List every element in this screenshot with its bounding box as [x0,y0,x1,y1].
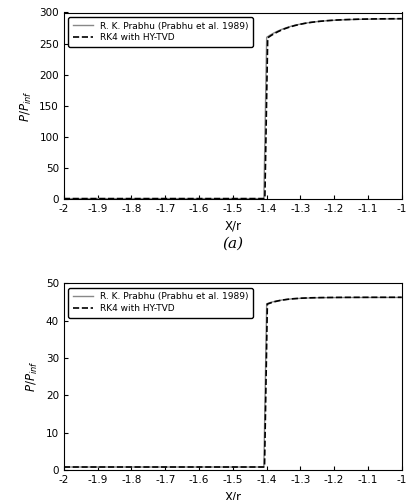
R. K. Prabhu (Prabhu et al. 1989) [281,297,286,303]
R. K. Prabhu (Prabhu et al. 1989) [264,40,269,46]
RK4 with HY-TVD [61,464,66,470]
R. K. Prabhu (Prabhu et al. 1989) [264,306,269,312]
X-axis label: X/r: X/r [224,220,241,232]
Legend: R. K. Prabhu (Prabhu et al. 1989), RK4 with HY-TVD: R. K. Prabhu (Prabhu et al. 1989), RK4 w… [68,17,253,47]
RK4 with HY-TVD [190,464,195,470]
Legend: R. K. Prabhu (Prabhu et al. 1989), RK4 with HY-TVD: R. K. Prabhu (Prabhu et al. 1989), RK4 w… [68,288,253,318]
Text: (a): (a) [222,236,243,250]
RK4 with HY-TVD [314,294,318,300]
RK4 with HY-TVD [61,196,66,202]
R. K. Prabhu (Prabhu et al. 1989) [314,295,318,301]
R. K. Prabhu (Prabhu et al. 1989) [339,294,344,300]
RK4 with HY-TVD [339,17,344,23]
R. K. Prabhu (Prabhu et al. 1989) [190,464,195,470]
Line: R. K. Prabhu (Prabhu et al. 1989): R. K. Prabhu (Prabhu et al. 1989) [64,19,402,199]
R. K. Prabhu (Prabhu et al. 1989) [399,294,404,300]
Line: RK4 with HY-TVD: RK4 with HY-TVD [64,298,402,467]
R. K. Prabhu (Prabhu et al. 1989) [61,464,66,470]
R. K. Prabhu (Prabhu et al. 1989) [123,196,128,202]
Y-axis label: $P/P_{inf}$: $P/P_{inf}$ [25,361,40,392]
R. K. Prabhu (Prabhu et al. 1989) [281,26,286,32]
RK4 with HY-TVD [123,464,128,470]
R. K. Prabhu (Prabhu et al. 1989) [123,464,128,470]
R. K. Prabhu (Prabhu et al. 1989) [314,18,318,24]
R. K. Prabhu (Prabhu et al. 1989) [399,16,404,22]
R. K. Prabhu (Prabhu et al. 1989) [61,196,66,202]
RK4 with HY-TVD [281,26,286,32]
RK4 with HY-TVD [190,196,195,202]
RK4 with HY-TVD [399,16,404,22]
RK4 with HY-TVD [264,101,269,107]
RK4 with HY-TVD [123,196,128,202]
RK4 with HY-TVD [399,294,404,300]
R. K. Prabhu (Prabhu et al. 1989) [190,196,195,202]
RK4 with HY-TVD [281,297,286,303]
RK4 with HY-TVD [314,18,318,24]
R. K. Prabhu (Prabhu et al. 1989) [339,17,344,23]
Line: RK4 with HY-TVD: RK4 with HY-TVD [64,18,402,199]
Line: R. K. Prabhu (Prabhu et al. 1989): R. K. Prabhu (Prabhu et al. 1989) [64,298,402,467]
RK4 with HY-TVD [264,348,269,354]
Y-axis label: $P/P_{inf}$: $P/P_{inf}$ [19,90,34,122]
X-axis label: X/r: X/r [224,490,241,500]
RK4 with HY-TVD [339,294,344,300]
